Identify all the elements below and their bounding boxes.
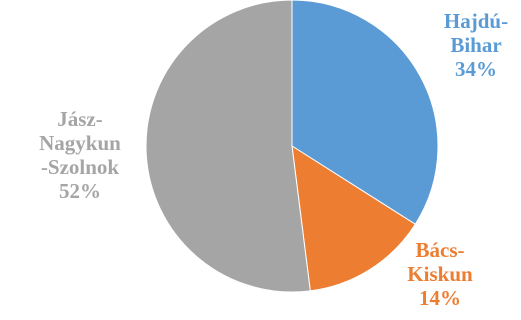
- slice-label-line: Bács-: [416, 238, 465, 262]
- slice-label-line: -Szolnok: [41, 155, 120, 179]
- slice-label-3: Jász-Nagykun -Szolnok 52%: [39, 107, 121, 203]
- slice-label-line: Nagykun: [39, 131, 121, 155]
- slice-label-line: Jász-: [57, 107, 103, 131]
- slice-label-line: Bihar: [450, 33, 501, 57]
- slice-label-line: 52%: [59, 179, 101, 203]
- slice-label-line: 34%: [455, 57, 497, 81]
- slice-label-line: Hajdú-: [444, 9, 508, 33]
- pie-slices: [145, 0, 439, 293]
- pie-labels: Hajdú-Bihar 34% Bács-Kiskun 14% Jász-Nagykun…: [39, 9, 508, 310]
- slice-label-line: 14%: [419, 286, 461, 310]
- pie-slice-1: [291, 0, 439, 225]
- slice-label-2: Bács-Kiskun 14%: [407, 238, 473, 310]
- slice-label-1: Hajdú-Bihar 34%: [444, 9, 508, 81]
- pie-slice-3: [145, 0, 311, 293]
- pie-slice-2: [291, 145, 416, 292]
- slice-label-line: Kiskun: [407, 262, 473, 286]
